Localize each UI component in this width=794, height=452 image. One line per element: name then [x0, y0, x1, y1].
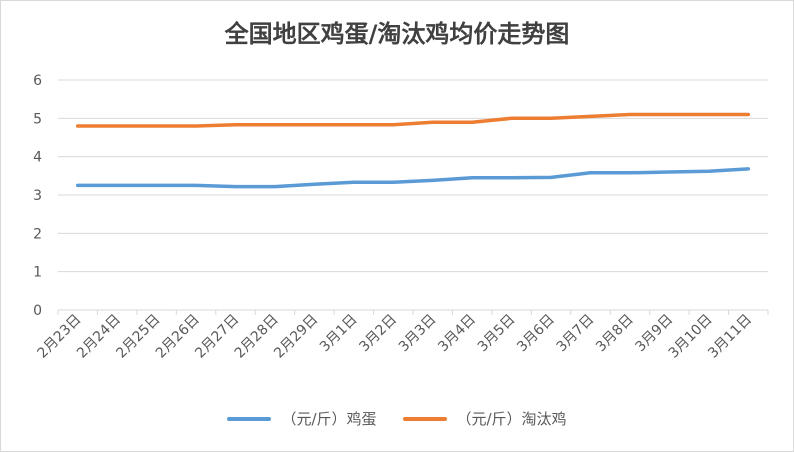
y-tick-label: 0: [33, 303, 42, 319]
series-line-egg: [75, 167, 751, 189]
x-tick-label: 2月29日: [271, 312, 321, 362]
legend-label-culled-hen: （元/斤）淘汰鸡: [456, 410, 567, 428]
y-tick-label: 3: [33, 188, 42, 204]
x-tick-label: 3月11日: [705, 312, 755, 362]
x-tick-label: 3月6日: [514, 312, 558, 356]
y-tick-label: 5: [33, 111, 42, 127]
x-tick-label: 3月2日: [356, 312, 400, 356]
y-tick-label: 2: [33, 226, 42, 242]
x-tick-label: 3月7日: [554, 312, 598, 356]
x-tick-label: 3月5日: [475, 312, 519, 356]
legend-label-egg: （元/斤）鸡蛋: [281, 410, 377, 428]
y-tick-label: 1: [33, 265, 42, 281]
x-tick-label: 3月8日: [593, 312, 637, 356]
x-tick-label: 3月3日: [396, 312, 440, 356]
legend-swatch-culled-hen: [402, 416, 447, 421]
legend: （元/斤）鸡蛋 （元/斤）淘汰鸡: [0, 408, 794, 429]
chart-title: 全国地区鸡蛋/淘汰鸡均价走势图: [224, 20, 570, 48]
x-tick-label: 3月1日: [317, 312, 361, 356]
y-tick-label: 6: [33, 73, 42, 89]
legend-item-egg[interactable]: （元/斤）鸡蛋: [227, 408, 377, 429]
series-line-culled-hen: [75, 112, 751, 128]
y-tick-label: 4: [33, 150, 42, 166]
x-tick-label: 3月4日: [435, 312, 479, 356]
legend-item-culled-hen[interactable]: （元/斤）淘汰鸡: [402, 408, 567, 429]
legend-swatch-egg: [227, 416, 272, 421]
